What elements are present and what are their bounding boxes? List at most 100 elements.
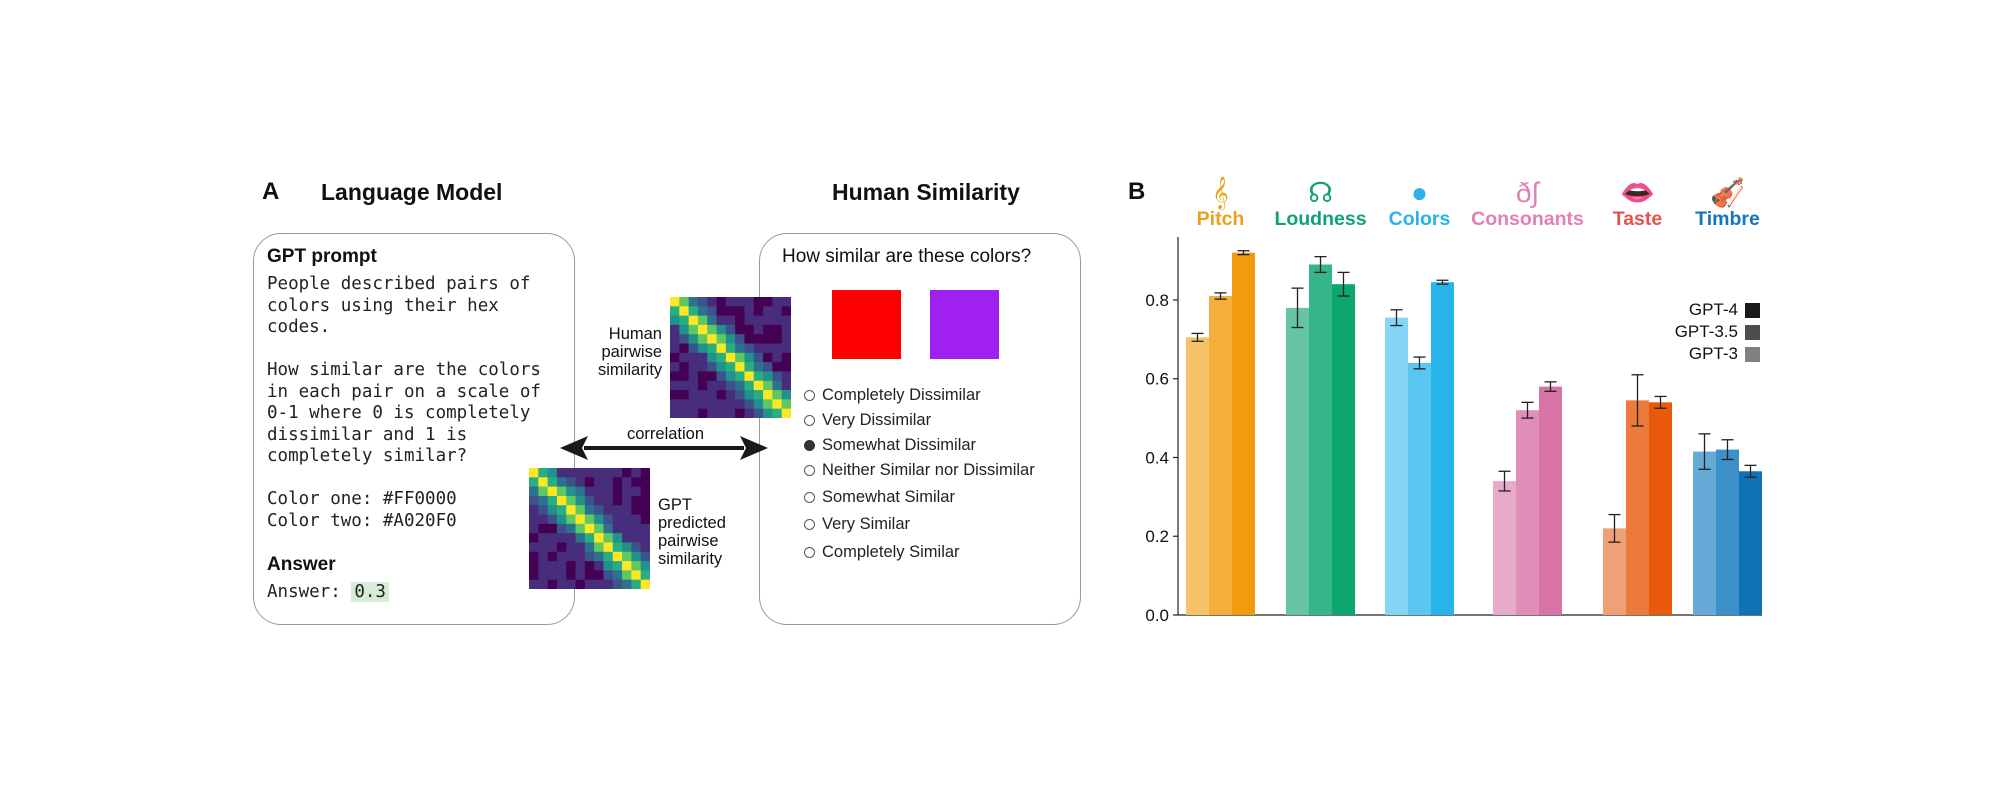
gpt-matrix-cell <box>584 551 595 562</box>
human-matrix-cell <box>772 408 783 418</box>
bar-pitch-gpt-3 <box>1186 337 1209 615</box>
answer-title: Answer <box>267 554 336 575</box>
human-matrix-cell <box>707 390 717 400</box>
bar-pitch-gpt-3.5 <box>1209 296 1232 615</box>
gpt-matrix-cell <box>594 468 604 478</box>
human-matrix-cell <box>688 380 699 391</box>
human-similarity-matrix <box>670 297 791 418</box>
human-matrix-cell <box>781 408 791 418</box>
survey-option[interactable]: Completely Dissimilar <box>804 386 981 405</box>
category-label: Taste <box>1612 208 1663 230</box>
gpt-matrix-cell <box>575 468 586 478</box>
gpt-matrix-cell <box>566 551 576 562</box>
color-swatch-two <box>930 290 999 359</box>
bar-taste-gpt-3.5 <box>1626 400 1649 615</box>
human-matrix-cell <box>716 324 727 335</box>
gpt-matrix-cell <box>612 523 623 534</box>
gpt-matrix-cell <box>631 495 642 506</box>
radio-button[interactable] <box>804 547 815 558</box>
human-matrix-cell <box>670 315 680 326</box>
gpt-matrix-cell <box>640 551 650 562</box>
gpt-matrix-cell <box>594 561 604 571</box>
human-matrix-cell <box>725 362 736 372</box>
radio-button[interactable] <box>804 519 815 530</box>
human-matrix-cell <box>716 352 727 363</box>
human-matrix-cell <box>735 352 745 363</box>
human-matrix-cell <box>781 380 791 391</box>
human-matrix-cell <box>688 390 699 400</box>
human-matrix-cell <box>697 390 708 400</box>
gpt-matrix-cell <box>594 542 604 553</box>
human-matrix-cell <box>725 315 736 326</box>
gpt-matrix-cell <box>622 495 632 506</box>
lips-icon: 👄 <box>1620 177 1655 208</box>
human-matrix-cell <box>688 306 699 317</box>
human-matrix-cell <box>688 343 699 354</box>
survey-option[interactable]: Neither Similar nor Dissimilar <box>804 461 1035 480</box>
gpt-matrix-cell <box>538 495 549 506</box>
survey-option[interactable]: Very Similar <box>804 515 910 534</box>
human-matrix-cell <box>688 297 699 307</box>
human-matrix-cell <box>697 399 708 410</box>
human-matrix-cell <box>670 380 680 391</box>
human-matrix-cell <box>735 371 745 382</box>
phonetic-symbols-icon: ð∫ <box>1515 177 1540 208</box>
human-matrix-cell <box>772 362 783 372</box>
survey-option[interactable]: Completely Similar <box>804 543 960 562</box>
human-matrix-cell <box>707 297 717 307</box>
gpt-matrix-cell <box>538 551 549 562</box>
radio-button[interactable] <box>804 492 815 503</box>
human-similarity-heading: Human Similarity <box>832 179 1020 205</box>
gpt-matrix-cell <box>529 570 539 581</box>
radio-button[interactable] <box>804 415 815 426</box>
gpt-matrix-cell <box>538 468 549 478</box>
human-matrix-cell <box>688 352 699 363</box>
gpt-matrix-cell <box>566 505 576 515</box>
survey-option-label: Very Similar <box>822 515 911 533</box>
human-matrix-cell <box>744 399 755 410</box>
radio-button[interactable] <box>804 390 815 401</box>
human-matrix-cell <box>688 324 699 335</box>
gpt-prompt-title: GPT prompt <box>267 246 377 267</box>
gpt-matrix-cell <box>612 570 623 581</box>
gpt-matrix-cell <box>603 477 614 488</box>
gpt-matrix-cell <box>529 495 539 506</box>
category-label: Consonants <box>1471 208 1584 230</box>
gpt-matrix-cell <box>575 486 586 497</box>
human-survey-box: How similar are these colors? Completely… <box>759 233 1081 625</box>
survey-option[interactable]: Very Dissimilar <box>804 411 931 430</box>
human-matrix-cell <box>707 334 717 344</box>
gpt-matrix-cell <box>556 561 567 571</box>
gpt-matrix-cell <box>612 495 623 506</box>
survey-option[interactable]: Somewhat Similar <box>804 488 955 507</box>
human-matrix-cell <box>679 343 690 354</box>
category-label: Colors <box>1388 208 1451 230</box>
radio-button[interactable] <box>804 465 815 476</box>
human-matrix-cell <box>744 306 755 317</box>
human-matrix-cell <box>670 306 680 317</box>
gpt-matrix-cell <box>603 486 614 497</box>
answer-value: 0.3 <box>351 582 389 602</box>
human-matrix-cell <box>781 390 791 400</box>
gpt-matrix-cell <box>538 579 549 589</box>
gpt-matrix-cell <box>640 570 650 581</box>
human-matrix-cell <box>735 306 745 317</box>
human-matrix-cell <box>725 408 736 418</box>
gpt-matrix-cell <box>631 523 642 534</box>
category-label: Pitch <box>1196 208 1245 230</box>
bar-timbre-gpt-4 <box>1739 471 1762 615</box>
gpt-matrix-cell <box>566 486 576 497</box>
y-tick-label: 0.6 <box>1145 370 1169 389</box>
human-matrix-cell <box>781 297 791 307</box>
human-matrix-cell <box>688 315 699 326</box>
legend-swatch <box>1745 302 1760 318</box>
answer-line: Answer: 0.3 <box>267 582 389 604</box>
gpt-matrix-cell <box>575 505 586 515</box>
gpt-matrix-cell <box>603 468 614 478</box>
gpt-matrix-cell <box>584 570 595 581</box>
survey-question: How similar are these colors? <box>782 246 1032 267</box>
survey-option[interactable]: Somewhat Dissimilar <box>804 436 976 455</box>
radio-button[interactable] <box>804 440 815 451</box>
gpt-matrix-cell <box>622 477 632 488</box>
human-matrix-cell <box>781 306 791 317</box>
